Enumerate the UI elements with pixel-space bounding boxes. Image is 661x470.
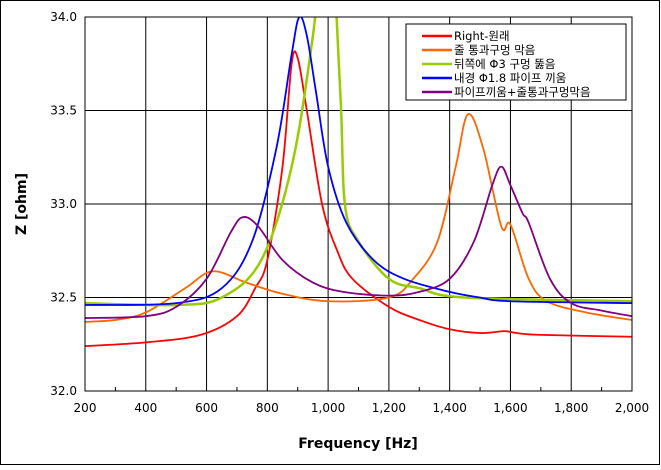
x-tick-label: 1,400	[432, 401, 466, 415]
y-tick-label: 34.0	[50, 10, 77, 24]
series-line-3	[85, 17, 632, 306]
y-axis-label: Z [ohm]	[14, 173, 30, 235]
y-tick-label: 33.5	[50, 104, 77, 118]
series-line-1	[85, 113, 632, 323]
y-tick-label: 33.0	[50, 197, 77, 211]
y-tick-label: 32.0	[50, 384, 77, 398]
legend-label: 줄 통과구멍 막음	[454, 43, 535, 57]
legend-label: 내경 Φ1.8 파이프 끼움	[454, 71, 566, 85]
x-tick-label: 200	[74, 401, 97, 415]
x-tick-label: 600	[195, 401, 218, 415]
x-tick-label: 400	[134, 401, 157, 415]
legend-label: 파이프끼움+줄통과구멍막음	[454, 85, 591, 99]
series-line-2	[85, 17, 632, 307]
series-line-0	[85, 50, 632, 348]
series-line-4	[85, 165, 632, 319]
x-tick-label: 1,600	[493, 401, 527, 415]
x-tick-label: 1,000	[311, 401, 345, 415]
x-tick-label: 800	[256, 401, 279, 415]
y-tick-label: 32.5	[50, 291, 77, 305]
x-tick-label: 1,200	[372, 401, 406, 415]
legend-label: Right-원래	[454, 29, 510, 43]
x-tick-label: 1,800	[554, 401, 588, 415]
x-axis-label: Frequency [Hz]	[298, 436, 417, 452]
x-tick-label: 2,000	[615, 401, 649, 415]
legend-label: 뒤쪽에 Φ3 구멍 뚫음	[454, 57, 555, 71]
